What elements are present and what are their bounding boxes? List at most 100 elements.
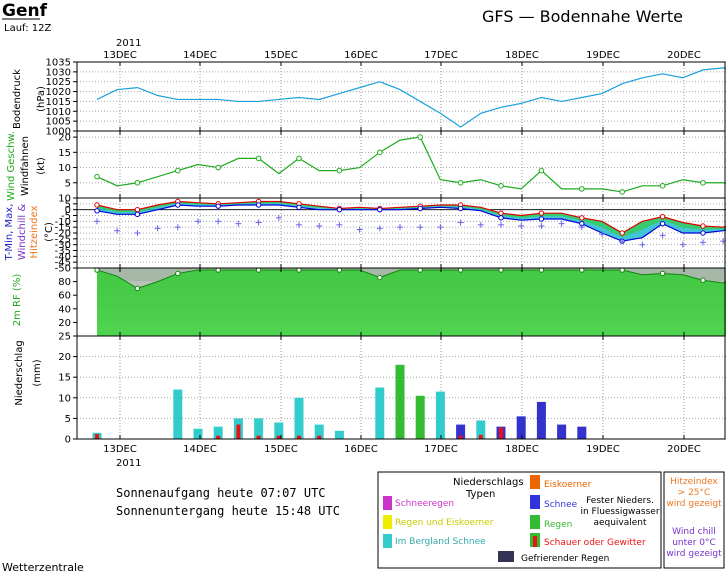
svg-text:Niederschlag: Niederschlag [14, 340, 25, 405]
legend-swatch-snow [530, 495, 540, 509]
precip-bar [476, 420, 486, 439]
precipitation-panel: 0 5 10 15 20 25 [58, 332, 726, 446]
tick-label: -5 [61, 211, 71, 222]
svg-text:(kt): (kt) [36, 157, 47, 175]
tick-label: 40 [58, 304, 71, 315]
shower-bar [317, 435, 322, 439]
date-axis-bottom: 13DEC 14DEC 15DEC 16DEC 17DEC 18DEC 19DEC 20DEC [103, 444, 701, 455]
tick-label: -30 [55, 240, 71, 251]
svg-text:Schneeregen: Schneeregen [395, 499, 454, 509]
legend-swatch-mountain-snow [383, 534, 392, 548]
date-label: 16DEC [344, 444, 378, 455]
svg-text:Gefrierender Regen: Gefrierender Regen [521, 554, 609, 564]
shower-bar [499, 427, 503, 439]
wind-point [336, 167, 343, 174]
svg-text:wird gezeigt: wird gezeigt [666, 499, 722, 509]
tick-label: 1025 [46, 77, 71, 88]
wind-point [498, 183, 504, 189]
date-label: 18DEC [505, 50, 539, 61]
tick-label: 10 [58, 194, 71, 205]
tmax-point [579, 215, 585, 221]
tmin-point [215, 203, 221, 209]
panel-bg [77, 62, 725, 131]
svg-text:Regen: Regen [544, 520, 572, 530]
precip-bar [516, 416, 526, 439]
precip-bar [415, 395, 425, 439]
tick-label: 0 [65, 205, 71, 216]
date-label: 13DEC [103, 50, 137, 61]
tick-label: -50 [55, 264, 71, 275]
tick-label: 1010 [46, 107, 71, 118]
tick-label: 1035 [46, 58, 71, 69]
date-label: 18DEC [505, 444, 539, 455]
precip-bar [557, 424, 567, 439]
tick-label: 10 [58, 393, 71, 404]
wind-point [94, 173, 100, 180]
precip-bar [274, 422, 284, 439]
svg-text:T-Min, Max,: T-Min, Max, [4, 204, 15, 262]
tmin-point [659, 220, 666, 227]
svg-text:Hitzeindex: Hitzeindex [29, 205, 40, 258]
rh-point [377, 274, 383, 281]
tmin-point [94, 208, 100, 214]
date-label: 20DEC [667, 444, 701, 455]
footer-credit: Wetterzentrale [2, 561, 84, 573]
tick-label: 1005 [46, 117, 71, 128]
tmin-point [175, 202, 181, 208]
date-label: 19DEC [586, 50, 620, 61]
rh-point [659, 270, 666, 277]
run-label: Lauf: 12Z [4, 23, 51, 34]
precip-bar [294, 397, 304, 439]
wind-panel: 5 10 15 20 [58, 130, 726, 199]
svg-text:2m RF (%): 2m RF (%) [12, 274, 23, 327]
precip-bar [435, 391, 445, 439]
tick-label: 1015 [46, 97, 71, 108]
legend-swatch-sleet [530, 475, 540, 489]
tmin-point [255, 202, 262, 208]
tmin-point [457, 205, 464, 212]
tmax-point [538, 210, 545, 216]
shower-bar [236, 424, 241, 439]
precip-bar [536, 401, 546, 439]
wind-point [134, 179, 141, 186]
wind-point [215, 164, 221, 171]
svg-text:Schnee: Schnee [544, 500, 578, 510]
tick-label: 20 [58, 352, 71, 363]
legend-swatch-snow-rain [383, 496, 392, 510]
svg-text:Typen: Typen [465, 489, 495, 500]
tick-label: 1020 [46, 87, 71, 98]
tick-label: 20 [58, 133, 71, 144]
year-bottom: 2011 [116, 458, 141, 469]
precip-bar [314, 424, 324, 439]
svg-text:Schauer oder Gewitter: Schauer oder Gewitter [544, 538, 646, 548]
wind-point [659, 183, 666, 189]
shower-bar [458, 435, 463, 439]
wind-point [417, 134, 424, 140]
svg-text:Eiskoerner: Eiskoerner [544, 480, 592, 490]
wind-point [538, 167, 545, 174]
legend-swatch-freezing [498, 551, 514, 562]
svg-text:Windchill &: Windchill & [17, 204, 28, 260]
date-label: 14DEC [183, 50, 217, 61]
svg-text:unter 0°C: unter 0°C [672, 538, 716, 548]
precip-legend: Niederschlags Typen Schneeregen Regen un… [377, 471, 725, 569]
legend-swatch-rain-sleet [383, 515, 392, 529]
rh-area [97, 270, 726, 336]
precip-bar [173, 389, 183, 439]
precipitation-label: Niederschlag (mm) [14, 340, 43, 405]
date-label: 15DEC [264, 50, 298, 61]
tmin-point [700, 230, 706, 236]
temperature-label: T-Min, Max, Windchill & Hitzeindex (°C) [4, 204, 55, 262]
pressure-line [96, 67, 726, 128]
tmin-point [296, 204, 302, 211]
tmin-point [538, 216, 545, 222]
city-title: Genf [2, 1, 48, 21]
tick-label: 15 [58, 148, 71, 159]
date-axis-top: 13DEC 14DEC 15DEC 16DEC 17DEC 18DEC 19DEC 20DEC [103, 50, 701, 61]
tick-label: 5 [65, 178, 71, 189]
tmin-point [417, 205, 423, 212]
svg-text:(mm): (mm) [32, 359, 43, 386]
wind-point [457, 179, 464, 186]
wind-point [296, 155, 302, 162]
tick-label: 5 [65, 199, 71, 210]
